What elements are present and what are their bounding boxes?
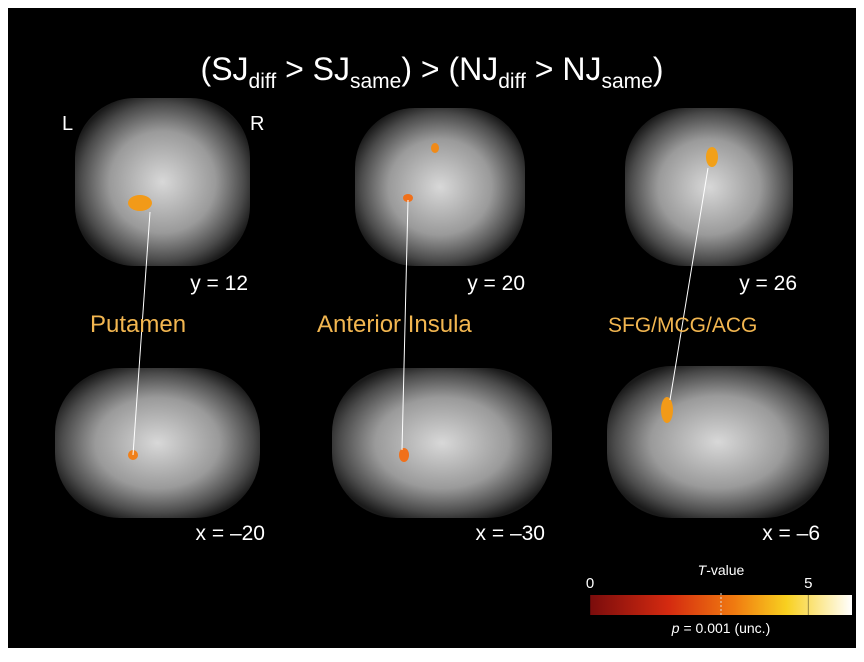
title-text: > NJ [526, 51, 602, 87]
brain-slice [625, 108, 793, 266]
title-subscript: diff [498, 70, 526, 93]
colorbar-tick-label: 0 [586, 575, 594, 592]
title-subscript: same [601, 70, 652, 93]
coord-label: x = –6 [762, 522, 820, 545]
left-label: L [62, 113, 73, 135]
brain-slice [355, 108, 525, 266]
text: -value [706, 562, 744, 578]
title-text: > SJ [276, 51, 350, 87]
coord-label: x = –30 [476, 522, 545, 545]
figure: (SJdiff > SJsame) > (NJdiff > NJsame) L … [0, 0, 864, 657]
coord-label: y = 12 [190, 272, 248, 295]
activation [128, 195, 152, 211]
colorbar-tick-label: 5 [804, 575, 812, 592]
title-subscript: same [350, 70, 401, 93]
colorbar-note: p = 0.001 (unc.) [671, 620, 770, 636]
colorbar-label: T-value [698, 562, 745, 578]
brain-slice [75, 98, 250, 266]
region-label: Putamen [90, 311, 186, 338]
title-text: ) [653, 51, 664, 87]
sagittal-slices [55, 366, 829, 518]
right-label: R [250, 113, 264, 135]
activation [399, 448, 409, 462]
coord-label: y = 26 [739, 272, 797, 295]
activation [431, 143, 439, 153]
text: = 0.001 (unc.) [680, 620, 771, 636]
coronal-slices [75, 98, 793, 266]
italic: p [671, 620, 680, 636]
brain-slice [607, 366, 829, 518]
coord-label: y = 20 [467, 272, 525, 295]
title-text: (SJ [201, 51, 249, 87]
coord-label: x = –20 [196, 522, 265, 545]
brain-slice [332, 368, 552, 518]
activation [661, 397, 673, 423]
brain-slice [55, 368, 260, 518]
region-label: Anterior Insula [317, 311, 472, 338]
activation [706, 147, 718, 167]
region-label: SFG/MCG/ACG [608, 314, 757, 337]
title-subscript: diff [249, 70, 277, 93]
title-text: ) > (NJ [401, 51, 498, 87]
